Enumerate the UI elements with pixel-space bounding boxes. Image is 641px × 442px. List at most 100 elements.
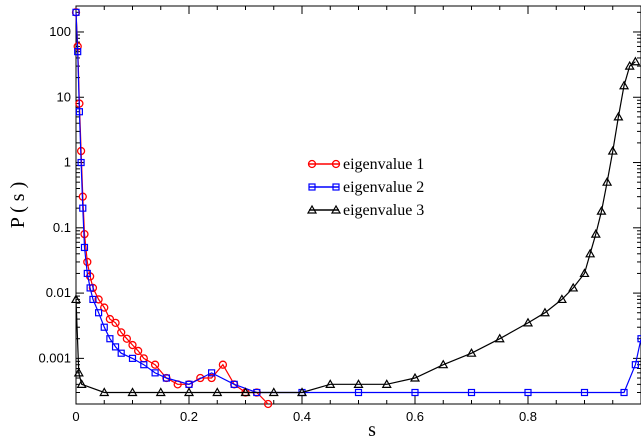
- data-point: [230, 380, 238, 388]
- y-tick-label: 0.1: [53, 220, 71, 235]
- data-point: [80, 243, 89, 252]
- legend-marker: [331, 159, 341, 169]
- legend-item: eigenvalue 2: [308, 179, 424, 196]
- legend-item: eigenvalue 1: [307, 156, 424, 173]
- data-point: [73, 367, 84, 377]
- y-tick-label: 100: [49, 24, 71, 39]
- series-layer: [70, 8, 641, 409]
- data-point: [596, 205, 607, 215]
- x-axis-ticks: 0 0.2 0.4 0.6 0.8: [72, 6, 614, 424]
- data-point: [127, 387, 138, 397]
- data-point: [79, 204, 87, 212]
- data-point: [325, 379, 336, 388]
- legend-marker: [332, 183, 340, 191]
- series-line-3: [75, 61, 636, 394]
- data-point: [196, 373, 205, 383]
- data-point: [524, 388, 532, 397]
- data-point: [99, 387, 110, 397]
- data-point: [218, 360, 228, 369]
- data-point: [74, 48, 82, 56]
- data-point: [556, 294, 567, 304]
- data-point: [70, 294, 82, 304]
- legend-label: eigenvalue 1: [343, 156, 424, 173]
- data-point: [183, 387, 195, 397]
- data-point: [353, 379, 364, 388]
- data-point: [207, 373, 216, 383]
- data-point: [522, 317, 534, 327]
- data-point: [212, 387, 223, 397]
- data-point: [122, 334, 131, 343]
- y-tick-label: 10: [57, 89, 71, 104]
- legend-marker: [307, 159, 317, 169]
- y-tick-label: 0.001: [38, 350, 71, 365]
- data-point: [613, 111, 624, 121]
- data-point: [111, 318, 120, 328]
- data-point: [77, 158, 85, 167]
- legend-marker: [308, 183, 316, 191]
- data-point: [128, 354, 137, 362]
- data-point: [72, 8, 80, 16]
- data-point: [568, 282, 579, 292]
- data-point: [155, 387, 166, 397]
- data-point: [580, 388, 589, 397]
- data-point: [100, 323, 108, 331]
- data-point: [94, 309, 103, 317]
- y-axis-label: P ( s ): [7, 182, 29, 228]
- series-3: [70, 56, 641, 397]
- data-point: [296, 387, 308, 397]
- data-point: [438, 359, 449, 369]
- data-point: [128, 340, 137, 350]
- data-point: [140, 361, 148, 369]
- data-point: [151, 369, 159, 377]
- legend-marker: [330, 204, 342, 214]
- legend: eigenvalue 1 eigenvalue 2 eigenvalue 3: [306, 156, 424, 219]
- data-point: [106, 335, 114, 343]
- series-line-2: [75, 12, 641, 394]
- data-point: [630, 56, 641, 66]
- data-point: [585, 248, 596, 258]
- data-point: [75, 108, 83, 116]
- x-axis-label: s: [368, 419, 376, 441]
- x-tick-label: 0.4: [293, 409, 311, 424]
- y-tick-label: 0.01: [46, 285, 71, 300]
- data-point: [133, 346, 143, 356]
- legend-label: eigenvalue 3: [343, 202, 424, 219]
- data-point: [637, 335, 641, 343]
- data-point: [494, 333, 505, 343]
- data-point: [579, 268, 590, 278]
- data-point: [354, 388, 363, 397]
- data-point: [83, 269, 91, 278]
- data-point: [624, 60, 635, 70]
- data-point: [117, 349, 125, 357]
- x-tick-label: 0.8: [519, 409, 537, 424]
- data-point: [76, 379, 87, 388]
- data-point: [105, 314, 115, 324]
- data-point: [100, 303, 109, 312]
- y-tick-label: 1: [64, 155, 71, 170]
- data-point: [466, 347, 477, 357]
- data-point: [590, 228, 601, 238]
- data-point: [602, 176, 613, 186]
- data-point: [89, 295, 97, 304]
- data-point: [268, 387, 279, 397]
- data-point: [117, 328, 126, 337]
- data-point: [409, 372, 421, 382]
- series-1: [71, 8, 273, 409]
- legend-marker: [306, 204, 318, 214]
- series-2: [72, 8, 641, 397]
- x-tick-label: 0: [72, 409, 79, 424]
- data-point: [162, 374, 170, 382]
- data-point: [150, 360, 160, 369]
- data-point: [631, 361, 639, 369]
- data-point: [240, 387, 251, 397]
- data-point: [620, 388, 628, 397]
- data-point: [111, 343, 120, 351]
- data-point: [208, 369, 216, 377]
- data-point: [83, 257, 92, 267]
- legend-item: eigenvalue 3: [306, 202, 424, 219]
- data-point: [467, 388, 476, 397]
- data-point: [94, 295, 103, 304]
- x-tick-label: 0.6: [406, 409, 424, 424]
- legend-label: eigenvalue 2: [343, 179, 424, 196]
